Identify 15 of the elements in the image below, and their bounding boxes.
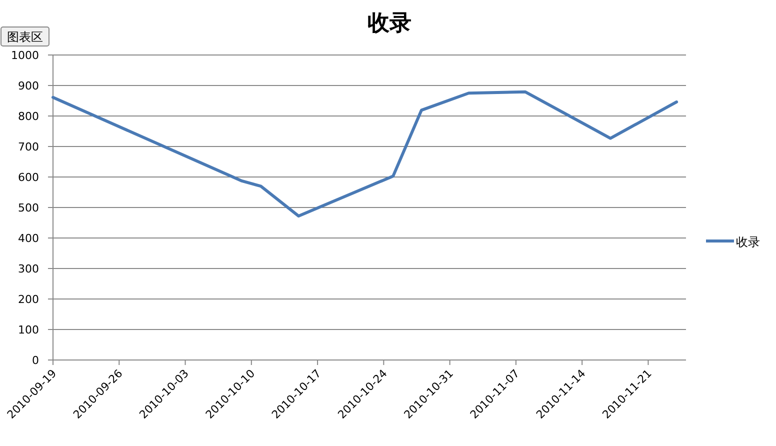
- legend-label: 收录: [736, 235, 760, 249]
- chart-title: 收录: [368, 11, 412, 36]
- y-tick-label: 200: [18, 293, 39, 306]
- y-tick-label: 700: [18, 140, 39, 154]
- y-tick-label: 900: [18, 80, 39, 92]
- y-tick-label: 500: [18, 202, 39, 214]
- y-tick-label: 100: [18, 324, 39, 336]
- y-tick-label: 400: [18, 232, 39, 245]
- text: 图表区: [7, 30, 43, 44]
- y-tick-label: 300: [18, 262, 39, 276]
- y-tick-label: 1000: [11, 49, 39, 62]
- line-series: [52, 90, 678, 218]
- y-tick-label: 800: [18, 110, 39, 123]
- y-tick-label: 600: [18, 171, 39, 184]
- y-tick-label: 0: [32, 354, 39, 367]
